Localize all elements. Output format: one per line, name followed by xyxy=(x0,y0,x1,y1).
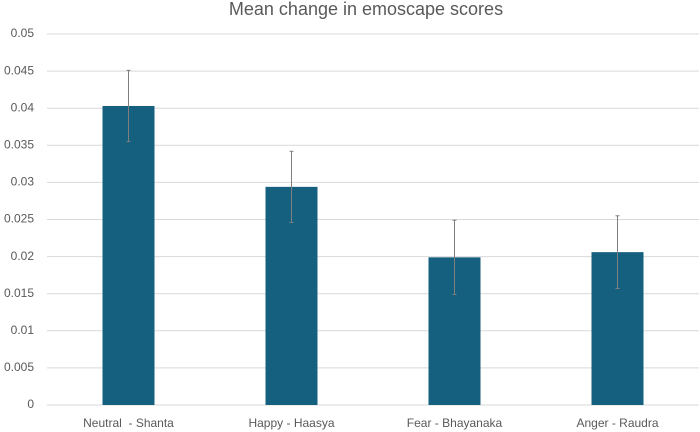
y-tick-label: 0.01 xyxy=(11,323,35,337)
bar xyxy=(102,105,155,405)
y-tick-label: 0.025 xyxy=(4,212,34,226)
y-tick-label: 0.02 xyxy=(11,249,35,263)
y-tick-label: 0.035 xyxy=(4,137,34,151)
y-tick-label: 0.04 xyxy=(11,100,35,114)
y-tick-label: 0.015 xyxy=(4,286,34,300)
y-tick-label: 0.045 xyxy=(4,63,34,77)
x-tick-label: Neutral - Shanta xyxy=(83,416,174,430)
y-tick-label: 0.005 xyxy=(4,360,34,374)
chart-title: Mean change in emoscape scores xyxy=(229,0,503,19)
x-tick-label: Happy - Haasya xyxy=(248,416,334,430)
bar xyxy=(265,186,318,405)
y-tick-label: 0.05 xyxy=(11,26,35,40)
x-tick-label: Anger - Raudra xyxy=(576,416,658,430)
y-tick-label: 0 xyxy=(27,397,34,411)
y-tick-label: 0.03 xyxy=(11,175,35,189)
x-tick-label: Fear - Bhayanaka xyxy=(407,416,503,430)
